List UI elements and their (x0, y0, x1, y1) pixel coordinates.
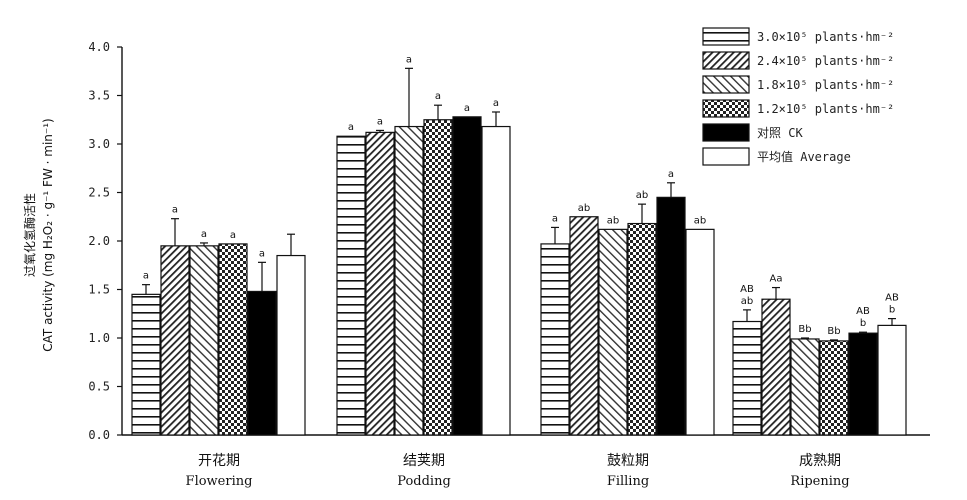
category-label-en: Filling (607, 474, 649, 489)
bar (877, 324, 907, 436)
significance-label: ab (636, 190, 648, 201)
significance-label: ab (578, 203, 590, 214)
bar (452, 116, 482, 436)
significance-label: a (493, 98, 499, 109)
bar (247, 290, 277, 436)
significance-label: b (860, 318, 866, 329)
bar (481, 125, 511, 436)
legend-label: 1.2×10⁵ plants·hm⁻² (757, 102, 894, 116)
bar (848, 332, 878, 436)
y-tick-label: 3.0 (88, 137, 110, 151)
x-category-labels: 开花期 Flowering 结荚期 Podding 鼓粒期 Filling 成熟期 Ripen… (186, 452, 850, 489)
bar (819, 340, 849, 436)
legend-swatch (702, 75, 750, 94)
significance-label: a (668, 169, 674, 180)
legend-swatch (702, 27, 750, 46)
legend: 3.0×10⁵ plants·hm⁻² 2.4×10⁵ plants·hm⁻² 1.… (702, 27, 894, 166)
significance-label: Bb (798, 324, 811, 335)
bar (790, 338, 820, 436)
bar (598, 228, 628, 436)
bar (732, 320, 762, 436)
category-label-en: Flowering (186, 474, 253, 489)
y-tick-label: 0.5 (88, 380, 110, 394)
legend-swatch (702, 147, 750, 166)
bar (627, 222, 657, 436)
legend-label: 2.4×10⁵ plants·hm⁻² (757, 54, 894, 68)
category-label-cn: 开花期 (198, 453, 240, 469)
significance-label: AB (856, 306, 870, 317)
significance-label: a (348, 122, 354, 133)
legend-label: 1.8×10⁵ plants·hm⁻² (757, 78, 894, 92)
legend-label: 3.0×10⁵ plants·hm⁻² (757, 30, 894, 44)
bar (761, 298, 791, 436)
significance-label: a (172, 205, 178, 216)
significance-label: AB (885, 293, 899, 304)
bar (131, 293, 161, 436)
bar (423, 119, 453, 436)
bar (685, 228, 715, 436)
bar (569, 216, 599, 436)
bar (540, 243, 570, 436)
y-tick-label: 2.0 (88, 234, 110, 248)
legend-label: 平均值 Average (757, 149, 851, 164)
y-ticks: 4.0 3.5 3.0 2.5 2.0 1.5 1.0 0.5 0.0 (88, 40, 122, 442)
significance-label: a (377, 116, 383, 127)
category-label-cn: 结荚期 (403, 452, 445, 469)
bar (276, 254, 306, 436)
significance-label: a (259, 248, 265, 259)
significance-label: Aa (770, 274, 783, 285)
y-axis-label: 过氧化氢酶活性 CAT activity (mg H₂O₂ · g⁻¹ FW ·… (22, 118, 55, 351)
legend-swatch (702, 99, 750, 118)
significance-label: b (889, 305, 895, 316)
y-axis-label-en: CAT activity (mg H₂O₂ · g⁻¹ FW · min⁻¹) (41, 118, 55, 351)
significance-label: ab (607, 215, 619, 226)
significance-label: a (406, 54, 412, 65)
category-label-cn: 鼓粒期 (607, 453, 649, 469)
y-tick-label: 3.5 (88, 89, 110, 103)
significance-label: Bb (827, 326, 840, 337)
y-tick-label: 4.0 (88, 40, 110, 54)
category-label-cn: 成熟期 (799, 453, 841, 469)
significance-label: a (143, 271, 149, 282)
significance-label: ab (694, 215, 706, 226)
bar (336, 135, 366, 436)
y-tick-label: 0.0 (88, 428, 110, 442)
bar (189, 245, 219, 436)
significance-label: a (230, 230, 236, 241)
bar (656, 196, 686, 436)
significance-label: a (201, 229, 207, 240)
legend-swatch (702, 51, 750, 70)
significance-label: a (435, 91, 441, 102)
bar (394, 125, 424, 436)
category-label-en: Ripening (790, 474, 849, 489)
y-tick-label: 1.0 (88, 331, 110, 345)
legend-swatch (702, 123, 750, 142)
y-tick-label: 2.5 (88, 186, 110, 200)
category-label-en: Podding (397, 474, 451, 489)
significance-label: a (552, 213, 558, 224)
y-axis-label-cn: 过氧化氢酶活性 (22, 193, 37, 277)
significance-label: ab (741, 296, 753, 307)
legend-label: 对照 CK (757, 126, 803, 140)
y-tick-label: 1.5 (88, 283, 110, 297)
bar (365, 131, 395, 436)
bar (160, 245, 190, 436)
bar (218, 243, 248, 436)
significance-label: AB (740, 284, 754, 295)
significance-label: a (464, 103, 470, 114)
